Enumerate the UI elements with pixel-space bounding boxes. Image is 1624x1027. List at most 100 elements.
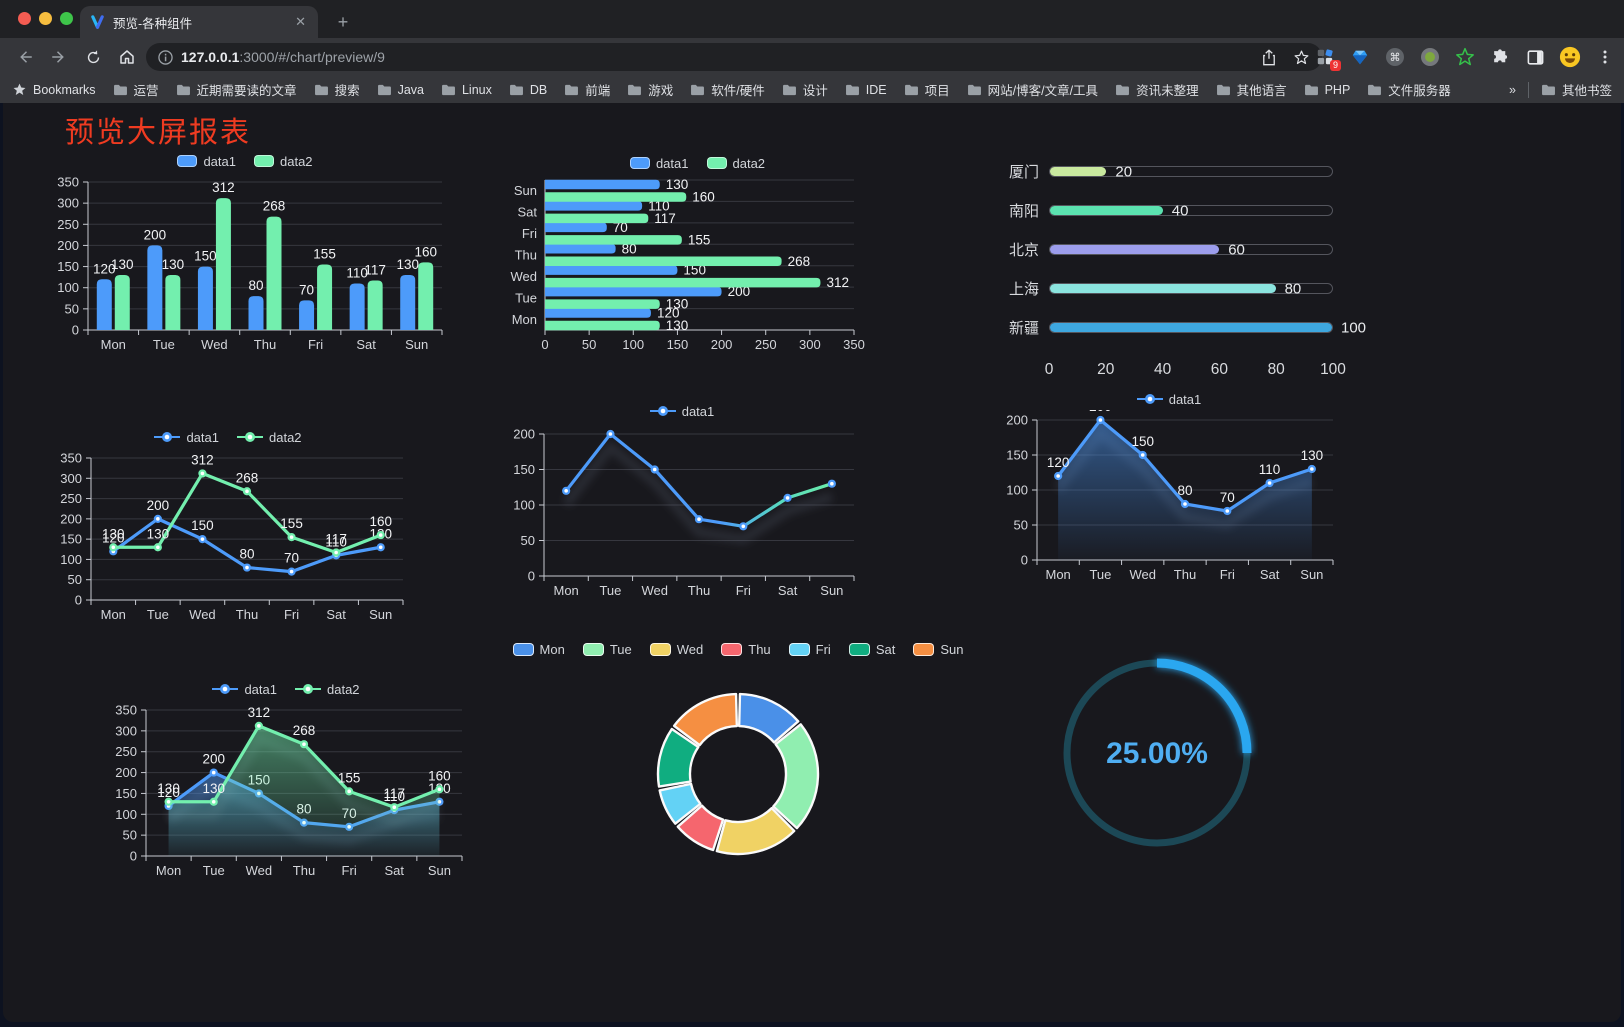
svg-text:50: 50 [68, 572, 82, 587]
bookmark-folder[interactable]: 网站/博客/文章/工具 [967, 80, 1098, 99]
bookmark-folder[interactable]: 项目 [904, 80, 950, 99]
other-bookmarks-folder[interactable]: 其他书签 [1541, 80, 1612, 99]
back-button[interactable] [8, 40, 42, 74]
progress-track: 80 [1049, 280, 1333, 297]
legend-item[interactable]: Sat [848, 641, 896, 657]
svg-text:350: 350 [57, 175, 79, 190]
axis-tick-label: 0 [1044, 361, 1054, 378]
bookmark-folder[interactable]: DB [509, 80, 547, 99]
bookmark-folder[interactable]: 前端 [564, 80, 610, 99]
record-circle-icon [1421, 48, 1439, 66]
legend-item[interactable]: data2 [254, 154, 313, 169]
legend-item[interactable]: data1 [649, 403, 715, 419]
legend-item[interactable]: Tue [582, 642, 632, 657]
folder-icon [1542, 84, 1555, 95]
legend-label: Wed [676, 641, 704, 657]
legend-item[interactable]: Sun [913, 642, 963, 657]
bookmark-folder[interactable]: 运营 [113, 80, 159, 99]
bookmark-folder[interactable]: PHP [1304, 80, 1350, 99]
bookmark-folder[interactable]: 软件/硬件 [690, 80, 765, 99]
legend-item[interactable]: data1 [177, 154, 236, 169]
extension-gem-icon[interactable] [1349, 46, 1371, 68]
legend-item[interactable]: data2 [295, 682, 360, 697]
bookmark-folder[interactable]: 游戏 [627, 80, 673, 99]
extension-grid-icon[interactable]: 9 [1314, 46, 1341, 71]
bookmark-star-icon[interactable] [1293, 49, 1310, 66]
progress-row: 南阳 40 [995, 191, 1367, 230]
back-icon [20, 51, 32, 63]
browser-tab[interactable]: 预览-各种组件 ✕ [80, 6, 318, 38]
extension-command-icon[interactable]: ⌘ [1384, 46, 1406, 68]
legend-item[interactable]: Mon [512, 642, 565, 657]
chart-canvas: 0 50 100 150 200 250 300 350 Mon Tue Wed Thu Fri Sat S… [60, 451, 404, 622]
address-bar[interactable]: 127.0.0.1:3000/#/chart/preview/9 [146, 43, 1322, 71]
legend-item[interactable]: data1 [629, 156, 689, 171]
share-icon[interactable] [1261, 48, 1277, 66]
svg-text:130: 130 [666, 177, 689, 192]
bookmark-folder[interactable]: 其他语言 [1216, 80, 1287, 99]
chart-canvas: Mon Tue Wed Thu Fri Sat Sun 0 50 100 150 200 250 300 3… [511, 177, 865, 352]
svg-text:200: 200 [202, 752, 225, 767]
bookmark-folder-label: 搜索 [334, 84, 360, 98]
legend-label: data1 [681, 403, 715, 419]
window-zoom-button[interactable] [60, 12, 73, 25]
svg-text:150: 150 [60, 532, 82, 547]
svg-text:Thu: Thu [293, 863, 315, 878]
svg-text:Mon: Mon [553, 583, 578, 598]
legend-item[interactable]: Wed [649, 641, 704, 657]
site-info-icon[interactable] [158, 49, 173, 65]
legend-item[interactable]: data1 [212, 682, 277, 697]
bookmarks-overflow-chevron[interactable]: » [1509, 82, 1516, 97]
extension-badge: 9 [1329, 60, 1341, 71]
bookmark-folder[interactable]: 近期需要读的文章 [176, 80, 297, 99]
other-bookmarks-label: 其他书签 [1561, 84, 1612, 98]
svg-text:Wed: Wed [246, 863, 273, 878]
legend-item[interactable]: data2 [706, 156, 765, 171]
bookmark-folder[interactable]: 资讯未整理 [1115, 80, 1199, 99]
legend-item[interactable]: data1 [154, 430, 219, 445]
svg-text:Sun: Sun [369, 607, 392, 622]
legend-swatch [512, 642, 534, 656]
svg-text:268: 268 [263, 199, 286, 214]
bookmark-folder[interactable]: Java [377, 80, 424, 99]
progress-label: 南阳 [1008, 203, 1039, 220]
legend-item[interactable]: Fri [788, 642, 831, 657]
window-minimize-button[interactable] [39, 12, 52, 25]
bookmark-folder[interactable]: 文件服务器 [1367, 80, 1451, 99]
new-tab-button[interactable]: + [337, 11, 349, 32]
extension-star-icon[interactable] [1454, 46, 1476, 68]
legend-item[interactable]: Thu [721, 642, 771, 657]
tab-close-icon[interactable]: ✕ [295, 14, 306, 29]
profile-avatar[interactable] [1559, 46, 1581, 68]
url-text[interactable]: 127.0.0.1:3000/#/chart/preview/9 [181, 49, 385, 65]
svg-text:Sat: Sat [385, 863, 405, 878]
forward-button[interactable] [42, 40, 76, 74]
svg-text:250: 250 [115, 744, 137, 759]
folder-icon [565, 84, 579, 95]
bookmark-folder[interactable]: 搜索 [314, 80, 360, 99]
svg-text:120: 120 [93, 261, 116, 276]
side-panel-icon[interactable] [1524, 46, 1546, 68]
svg-text:200: 200 [513, 427, 535, 442]
bookmarks-manager[interactable]: Bookmarks [12, 82, 96, 97]
extension-record-icon[interactable] [1419, 46, 1441, 68]
avatar-emoji-icon [1559, 46, 1581, 68]
reload-button[interactable] [76, 40, 110, 74]
bookmark-folder[interactable]: Linux [441, 80, 492, 99]
svg-text:160: 160 [692, 189, 715, 204]
legend-label: Sat [875, 641, 896, 657]
svg-text:117: 117 [325, 532, 347, 547]
extensions-puzzle-icon[interactable] [1489, 46, 1511, 68]
browser-menu-button[interactable] [1594, 46, 1616, 68]
folder-icon [113, 84, 127, 95]
svg-text:130: 130 [396, 257, 419, 272]
bookmark-folder[interactable]: 设计 [782, 80, 828, 99]
progress-track: 60 [1049, 241, 1333, 258]
home-button[interactable] [110, 40, 144, 74]
bookmark-folder[interactable]: IDE [845, 80, 887, 99]
window-close-button[interactable] [18, 12, 31, 25]
svg-text:312: 312 [826, 275, 849, 290]
legend-item[interactable]: data1 [1136, 392, 1201, 407]
legend-marker-icon [295, 684, 321, 694]
legend-item[interactable]: data2 [237, 430, 302, 445]
